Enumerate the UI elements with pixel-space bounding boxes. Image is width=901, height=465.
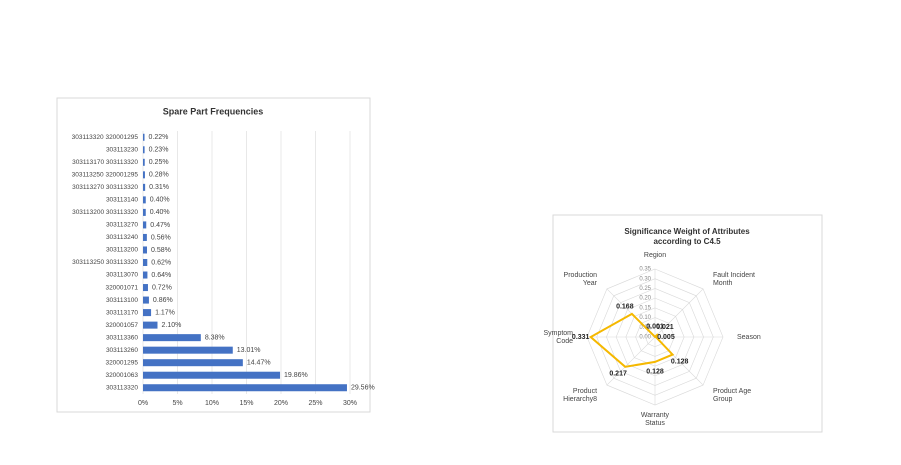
y-tick-label: 303113070 bbox=[106, 272, 138, 279]
radar-chart-frame bbox=[552, 214, 823, 433]
y-tick-label: 303113240 bbox=[106, 234, 138, 241]
bar bbox=[143, 171, 145, 179]
axis-label: Product Age Group bbox=[713, 388, 751, 403]
radar-line bbox=[588, 312, 675, 368]
axis-label: Product Hierarchy8 bbox=[563, 388, 597, 403]
y-tick-label: 303113260 bbox=[106, 347, 138, 354]
data-label: 13.01% bbox=[237, 347, 261, 354]
data-label: 8.38% bbox=[205, 334, 225, 341]
data-label: 0.021 bbox=[656, 324, 674, 331]
y-tick-label: 303113100 bbox=[106, 297, 138, 304]
data-label: 0.25% bbox=[149, 159, 169, 166]
data-label: 0.28% bbox=[149, 172, 169, 179]
data-label: 1.17% bbox=[155, 309, 175, 316]
y-tick-label: 303113170 bbox=[106, 309, 138, 316]
bar bbox=[143, 133, 145, 141]
r-tick-label: 0.10 bbox=[639, 315, 651, 321]
axis-label: Region bbox=[644, 252, 666, 259]
y-tick-label: 303113200 303113320 bbox=[72, 209, 138, 216]
data-label: 0.40% bbox=[150, 209, 170, 216]
bar bbox=[143, 321, 158, 329]
bar bbox=[143, 334, 201, 342]
bar bbox=[143, 346, 233, 354]
y-tick-label: 303113140 bbox=[106, 197, 138, 204]
spoke bbox=[606, 336, 656, 386]
bar bbox=[143, 233, 147, 241]
data-label: 0.22% bbox=[149, 134, 169, 141]
x-tick-label: 0% bbox=[138, 400, 148, 407]
data-label: 0.56% bbox=[151, 234, 171, 241]
y-tick-label: 303113250 303113320 bbox=[72, 259, 138, 266]
x-tick-label: 10% bbox=[205, 400, 219, 407]
bar bbox=[143, 371, 281, 379]
y-tick-label: 320001295 bbox=[105, 359, 138, 366]
data-label: 0.86% bbox=[153, 297, 173, 304]
bar bbox=[143, 158, 145, 166]
data-label: 19.86% bbox=[284, 372, 308, 379]
y-tick-label: 303113230 bbox=[106, 147, 138, 154]
r-tick-label: 0.15 bbox=[639, 305, 651, 311]
bar bbox=[143, 196, 146, 204]
data-label: 14.47% bbox=[247, 360, 271, 367]
y-tick-label: 303113170 303113320 bbox=[72, 159, 138, 166]
data-label: 0.217 bbox=[609, 371, 627, 378]
bar bbox=[143, 208, 146, 216]
spoke bbox=[654, 288, 704, 338]
data-label: 0.62% bbox=[151, 259, 171, 266]
bar bbox=[143, 271, 148, 279]
data-label: 0.58% bbox=[151, 247, 171, 254]
y-tick-label: 320001057 bbox=[105, 322, 138, 329]
axis-label: Season bbox=[737, 334, 761, 341]
data-label: 0.40% bbox=[150, 197, 170, 204]
data-label: 0.005 bbox=[657, 334, 675, 341]
x-tick-label: 15% bbox=[239, 400, 253, 407]
data-label: 0.47% bbox=[150, 222, 170, 229]
axis-label: Fault Incident Month bbox=[713, 272, 755, 287]
axis-label: Warranty Status bbox=[641, 412, 670, 427]
chart-title: Spare Part Frequencies bbox=[163, 106, 264, 116]
data-label: 0.64% bbox=[151, 272, 171, 279]
y-tick-label: 303113270 bbox=[106, 222, 138, 229]
data-label: 0.128 bbox=[671, 358, 689, 365]
y-tick-label: 303113250 320001295 bbox=[72, 172, 139, 179]
y-tick-label: 303113320 320001295 bbox=[72, 134, 139, 141]
data-label: 2.10% bbox=[161, 322, 181, 329]
chart-title: Significance Weight of Attributes accordi… bbox=[624, 227, 750, 246]
data-label: 0.31% bbox=[149, 184, 169, 191]
data-label: 0.128 bbox=[646, 369, 664, 376]
bar bbox=[143, 359, 243, 367]
r-tick-label: 0.20 bbox=[639, 296, 651, 302]
bar bbox=[143, 258, 148, 267]
data-label: 0.72% bbox=[152, 284, 172, 291]
y-tick-label: 303113200 bbox=[106, 247, 138, 254]
y-tick-label: 303113360 bbox=[106, 334, 138, 341]
bar bbox=[143, 221, 147, 229]
axis-label: Symptom Code bbox=[543, 330, 573, 345]
bar bbox=[143, 246, 148, 254]
data-label: 0.168 bbox=[616, 304, 634, 311]
bar bbox=[143, 309, 152, 317]
y-tick-label: 303113320 bbox=[106, 384, 138, 391]
axis-label: Production Year bbox=[564, 272, 598, 287]
data-label: 29.56% bbox=[351, 385, 375, 392]
y-tick-label: 303113270 303113320 bbox=[72, 184, 138, 191]
r-tick-label: 0.25 bbox=[639, 286, 651, 292]
x-tick-label: 20% bbox=[274, 400, 288, 407]
bar bbox=[143, 183, 146, 191]
bar bbox=[143, 284, 148, 292]
data-label: 0.23% bbox=[149, 147, 169, 154]
bar bbox=[143, 384, 347, 392]
r-tick-label: 0.35 bbox=[639, 267, 651, 273]
y-tick-label: 320001063 bbox=[105, 372, 138, 379]
x-tick-label: 5% bbox=[172, 400, 182, 407]
bar bbox=[143, 296, 149, 304]
data-label: 0.331 bbox=[572, 334, 590, 341]
y-tick-label: 320001071 bbox=[105, 284, 138, 291]
bar bbox=[143, 146, 145, 154]
r-tick-label: 0.30 bbox=[639, 276, 651, 282]
x-tick-label: 30% bbox=[343, 400, 357, 407]
data-label: 0.001 bbox=[646, 324, 664, 331]
x-tick-label: 25% bbox=[308, 400, 322, 407]
